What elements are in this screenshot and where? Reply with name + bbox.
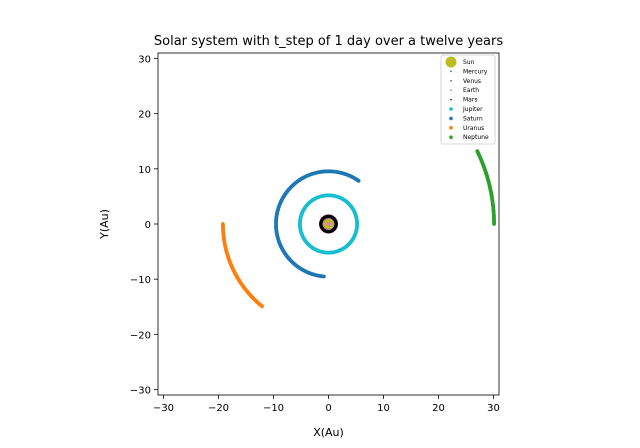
legend-marker-earth	[450, 89, 452, 92]
inner-orbits-ring	[319, 215, 338, 233]
y-tick-label: −30	[130, 385, 151, 396]
legend: Sun Mercury Venus Earth Mars Jupiter Saturn Ura…	[440, 54, 496, 145]
neptune-point	[475, 149, 480, 154]
saturn-point	[322, 274, 326, 279]
legend-label-uranus: Uranus	[463, 125, 484, 132]
legend-label-jupiter: Jupiter	[462, 106, 483, 113]
y-tick-label: 30	[138, 55, 151, 66]
x-tick-label: −10	[263, 403, 284, 414]
legend-marker-sun	[445, 56, 457, 68]
legend-marker-mars	[450, 98, 452, 101]
legend-marker-venus	[450, 79, 452, 82]
axis-ticks: −30 −20 −10 0 10 20 30 −30 −20 −10 0 10 20 30	[130, 55, 500, 414]
legend-label-earth: Earth	[463, 87, 479, 94]
x-axis-label: X(Au)	[313, 426, 344, 439]
x-tick-label: 30	[487, 403, 500, 414]
legend-label-sun: Sun	[463, 59, 475, 66]
legend-label-mars: Mars	[463, 97, 477, 104]
legend-marker-saturn	[449, 116, 453, 121]
jupiter-orbit	[298, 193, 359, 255]
legend-marker-mercury	[450, 70, 452, 73]
legend-label-venus: Venus	[463, 78, 481, 85]
x-tick-label: 0	[325, 403, 331, 414]
y-tick-label: 0	[145, 220, 151, 231]
uranus-point	[260, 304, 264, 309]
legend-label-mercury: Mercury	[463, 68, 488, 75]
jupiter-point	[355, 222, 359, 226]
y-axis-label: Y(Au)	[98, 209, 111, 240]
orbit-marks	[221, 149, 496, 309]
legend-box	[440, 54, 496, 145]
y-tick-label: 10	[138, 165, 151, 176]
uranus-orbit	[221, 222, 264, 309]
legend-label-neptune: Neptune	[463, 134, 489, 141]
legend-marker-neptune	[449, 135, 453, 139]
x-tick-label: −30	[153, 403, 174, 414]
legend-marker-uranus	[449, 126, 453, 130]
chart-title: Solar system with t_step of 1 day over a…	[154, 34, 503, 49]
legend-marker-jupiter	[449, 107, 453, 111]
y-tick-label: −10	[130, 275, 151, 286]
saturn-orbit	[274, 169, 361, 279]
earth-point	[326, 221, 331, 227]
x-tick-label: 20	[432, 403, 445, 414]
neptune-orbit	[475, 149, 496, 226]
y-tick-label: 20	[138, 110, 151, 121]
legend-label-saturn: Saturn	[463, 115, 483, 122]
x-tick-label: 10	[377, 403, 390, 414]
y-tick-label: −20	[130, 330, 151, 341]
x-tick-label: −20	[208, 403, 229, 414]
